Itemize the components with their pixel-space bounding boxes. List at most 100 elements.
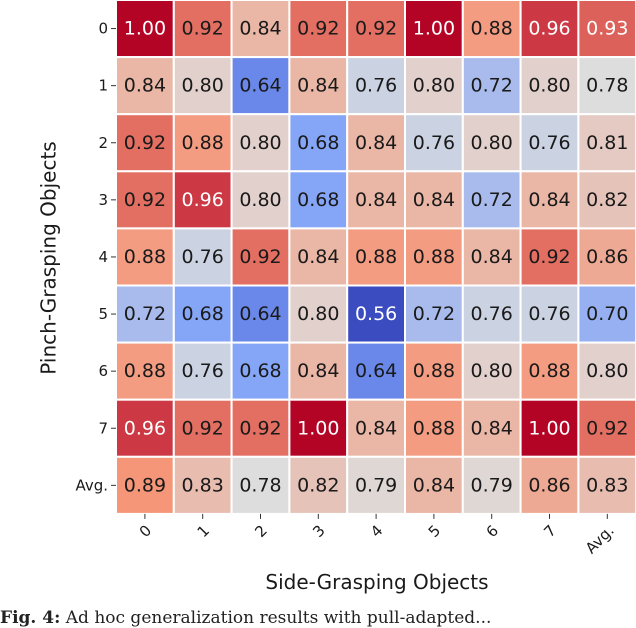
cell-value-label: 0.84 bbox=[355, 417, 397, 439]
cell-value-label: 0.80 bbox=[413, 75, 455, 97]
heatmap-cell-r0-c6 bbox=[461, 0, 522, 59]
cell-value-label: 0.84 bbox=[297, 75, 339, 97]
cell-value-label: 0.68 bbox=[297, 189, 339, 211]
heatmap-cell-r5-c1 bbox=[172, 284, 233, 344]
y-tick-label: 2 bbox=[98, 134, 108, 152]
y-tick-label: 6 bbox=[98, 362, 108, 380]
heatmap-cell-r3-c0 bbox=[115, 170, 175, 230]
cell-value-label: 0.80 bbox=[297, 303, 339, 325]
cell-value-label: 0.82 bbox=[297, 474, 339, 496]
heatmap-cell-r2-c2 bbox=[230, 113, 291, 173]
heatmap-cell-r5-c7 bbox=[519, 284, 580, 344]
cell-value-label: 0.88 bbox=[124, 360, 166, 382]
cell-value-label: 0.88 bbox=[413, 246, 455, 268]
cell-value-label: 0.92 bbox=[124, 189, 166, 211]
cell-value-label: 0.82 bbox=[586, 189, 628, 211]
cell-value-label: 0.80 bbox=[239, 189, 281, 211]
heatmap-cell-r2-c4 bbox=[346, 113, 407, 173]
heatmap-cell-r1-c4 bbox=[346, 56, 407, 116]
cell-value-label: 0.84 bbox=[413, 474, 455, 496]
heatmap-cell-r7-c5 bbox=[404, 398, 464, 458]
y-tick-label: 7 bbox=[98, 419, 108, 437]
y-tick-label: Avg. bbox=[75, 476, 108, 494]
y-tick-label: 1 bbox=[98, 77, 108, 95]
heatmap-cell-r2-c1 bbox=[172, 113, 233, 173]
cell-value-label: 0.84 bbox=[355, 132, 397, 154]
x-tick-label: 7 bbox=[540, 522, 559, 541]
heatmap-cell-r0-c1 bbox=[172, 0, 233, 59]
heatmap-cell-r2-c5 bbox=[404, 113, 464, 173]
heatmap-cell-r0-c7 bbox=[519, 0, 580, 59]
heatmap-cell-r8-c1 bbox=[172, 455, 233, 515]
cell-value-label: 0.83 bbox=[586, 474, 628, 496]
cell-value-label: 0.84 bbox=[471, 246, 513, 268]
cell-value-label: 0.80 bbox=[471, 360, 513, 382]
cell-value-label: 0.88 bbox=[413, 360, 455, 382]
cell-value-label: 0.84 bbox=[297, 360, 339, 382]
cell-value-label: 0.92 bbox=[124, 132, 166, 154]
heatmap-cell-r6-c2 bbox=[230, 341, 291, 401]
heatmap-cell-r4-c1 bbox=[172, 227, 233, 287]
cell-value-label: 0.96 bbox=[124, 417, 166, 439]
heatmap-cell-r7-c8 bbox=[577, 398, 636, 458]
cell-value-label: 0.79 bbox=[355, 474, 397, 496]
y-tick-label: 3 bbox=[98, 191, 108, 209]
heatmap-cell-r4-c0 bbox=[115, 227, 175, 287]
heatmap-cell-r3-c5 bbox=[404, 170, 464, 230]
cell-value-label: 0.72 bbox=[471, 189, 513, 211]
cell-value-label: 0.92 bbox=[355, 18, 397, 40]
cell-value-label: 0.80 bbox=[471, 132, 513, 154]
y-tick-label: 0 bbox=[98, 20, 108, 38]
figure-caption-text: Ad hoc generalization results with pull-… bbox=[65, 608, 492, 628]
cell-value-label: 0.89 bbox=[124, 474, 166, 496]
cell-value-label: 1.00 bbox=[528, 417, 570, 439]
heatmap-chart: 1.00 0.92 0.84 0.92 0.92 1.00 0.88 0.96 0.93 0.84… bbox=[37, 0, 636, 594]
y-tick-labels: 0 1 2 3 4 5 6 7 Avg. bbox=[75, 20, 116, 494]
cell-value-label: 1.00 bbox=[124, 18, 166, 40]
figure-caption: Fig. 4: Ad hoc generalization results wi… bbox=[0, 608, 491, 628]
cell-value-label: 0.96 bbox=[182, 189, 224, 211]
cell-value-label: 0.80 bbox=[586, 360, 628, 382]
cell-value-label: 0.84 bbox=[528, 189, 570, 211]
cell-value-label: 0.86 bbox=[586, 246, 628, 268]
heatmap-cell-r6-c5 bbox=[404, 341, 464, 401]
cell-value-label: 0.84 bbox=[124, 75, 166, 97]
heatmap-cell-r5-c8 bbox=[577, 284, 636, 344]
cell-value-label: 0.72 bbox=[413, 303, 455, 325]
cell-value-label: 0.84 bbox=[239, 18, 281, 40]
cell-value-label: 0.76 bbox=[182, 360, 224, 382]
cell-value-label: 0.64 bbox=[355, 360, 397, 382]
x-tick-label: 4 bbox=[367, 522, 386, 541]
heatmap-cell-r7-c7 bbox=[519, 398, 580, 458]
y-axis-label: Pinch-Grasping Objects bbox=[37, 141, 61, 374]
cell-value-label: 0.80 bbox=[239, 132, 281, 154]
cell-value-label: 0.79 bbox=[471, 474, 513, 496]
heatmap-cell-r0-c2 bbox=[230, 0, 291, 59]
cell-value-label: 1.00 bbox=[297, 417, 339, 439]
heatmap-cell-r7-c4 bbox=[346, 398, 407, 458]
cell-value-label: 0.76 bbox=[528, 303, 570, 325]
heatmap-cell-r6-c3 bbox=[288, 341, 349, 401]
x-tick-label: 0 bbox=[136, 522, 155, 541]
cell-value-label: 0.93 bbox=[586, 18, 628, 40]
heatmap-cell-r1-c8 bbox=[577, 56, 636, 116]
cell-value-label: 0.68 bbox=[182, 303, 224, 325]
heatmap-cell-r8-c5 bbox=[404, 455, 464, 515]
heatmap-cell-r5-c4 bbox=[346, 284, 407, 344]
cell-value-label: 0.92 bbox=[182, 417, 224, 439]
cell-value-label: 0.84 bbox=[471, 417, 513, 439]
cell-value-label: 0.72 bbox=[471, 75, 513, 97]
heatmap-cell-r8-c8 bbox=[577, 455, 636, 515]
x-axis-label: Side-Grasping Objects bbox=[265, 570, 488, 594]
cell-value-label: 0.64 bbox=[239, 75, 281, 97]
cell-value-label: 0.64 bbox=[239, 303, 281, 325]
heatmap-cell-r3-c7 bbox=[519, 170, 580, 230]
heatmap-cell-r1-c2 bbox=[230, 56, 291, 116]
cell-value-label: 0.84 bbox=[413, 189, 455, 211]
cell-value-label: 0.84 bbox=[297, 246, 339, 268]
cell-value-label: 0.76 bbox=[528, 132, 570, 154]
cell-value-label: 0.88 bbox=[182, 132, 224, 154]
heatmap-cell-r0-c4 bbox=[346, 0, 407, 59]
cell-value-label: 0.92 bbox=[182, 18, 224, 40]
heatmap-cell-r4-c6 bbox=[461, 227, 522, 287]
